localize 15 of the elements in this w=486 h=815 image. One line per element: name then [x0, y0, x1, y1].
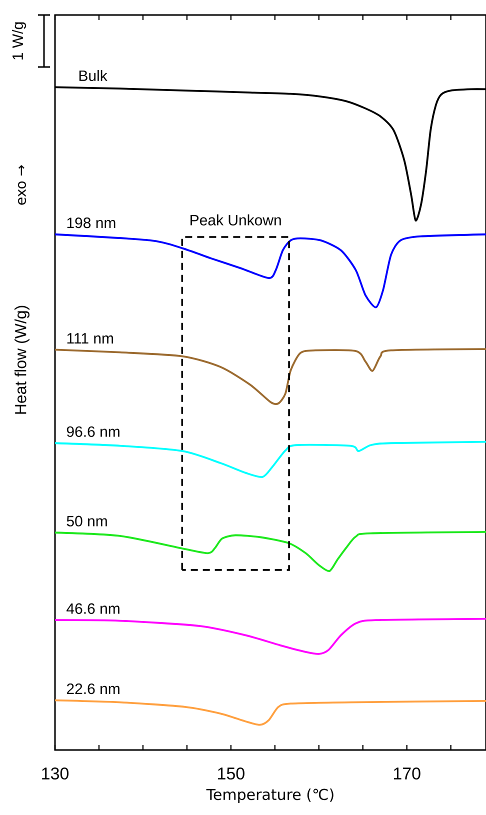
- annotation: Peak Unkown: [190, 214, 281, 226]
- text: 1 W/g: [12, 22, 26, 60]
- series-label: 22.6 nm: [66, 683, 120, 694]
- x-tick-label: 130: [42, 768, 69, 780]
- series-label: 198 nm: [67, 218, 116, 228]
- series-label: 46.6 nm: [66, 603, 120, 614]
- series-label: 50 nm: [66, 516, 107, 526]
- legend-label: Bulk: [79, 70, 108, 82]
- x-axis-title: Temperature (℃): [206, 788, 334, 804]
- x-tick-label: 170: [394, 768, 420, 780]
- x-tick-label: 150: [218, 768, 244, 780]
- text: exo →: [18, 165, 26, 205]
- y-axis-title: Heat flow (W/g): [14, 306, 30, 414]
- series-label: 96.6 nm: [66, 426, 120, 437]
- series-label: 111 nm: [67, 333, 113, 344]
